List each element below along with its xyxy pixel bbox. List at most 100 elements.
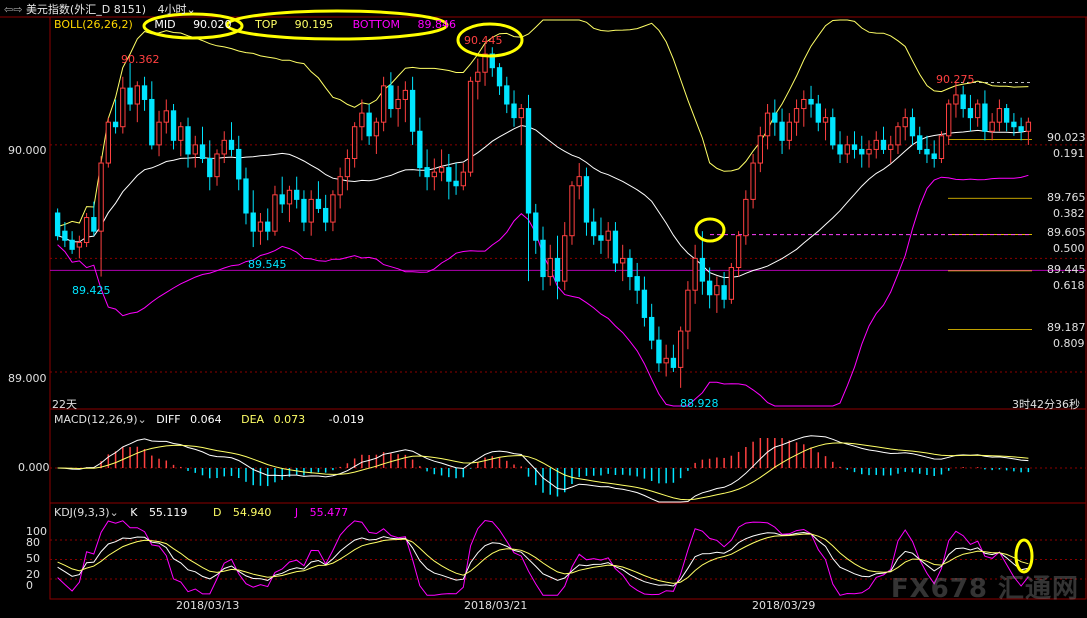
boll-header: BOLL(26,26,2) MID 90.020 TOP 90.195 BOTT… (54, 18, 456, 31)
candle-body (127, 87, 133, 105)
candle-body (706, 280, 713, 296)
candle-body (583, 176, 590, 223)
candle-body (605, 230, 611, 241)
candle-body (844, 144, 850, 155)
candle-body (677, 330, 684, 368)
candles[interactable] (54, 43, 1032, 388)
kdj-d-label: D (212, 506, 222, 519)
candle-body (757, 135, 764, 164)
low-label-1: 89.545 (248, 258, 287, 271)
boll-label[interactable]: BOLL(26,26,2) (54, 18, 133, 31)
candle-body (511, 103, 517, 119)
macd-chevron-icon[interactable]: ⌄ (137, 413, 147, 426)
candle-body (163, 110, 169, 123)
boll-mid-value: 90.020 (193, 18, 232, 31)
candle-body (315, 198, 322, 209)
kdj-tick-20: 20 (26, 568, 40, 581)
candle-body (967, 108, 974, 119)
candle-body (525, 108, 532, 214)
macd-label[interactable]: MACD(12,26,9) (54, 413, 138, 426)
macd-diff-label: DIFF (156, 413, 181, 426)
kdj-j-label: J (294, 506, 299, 519)
candle-body (851, 144, 858, 150)
candle-body (120, 87, 126, 128)
fib-price-0: 90.023 (1047, 131, 1086, 144)
candle-body (880, 139, 887, 150)
timeframe-selector[interactable]: 4小时⌄ (157, 3, 195, 16)
macd-diff-line (57, 435, 1029, 503)
macd-dea-line (57, 442, 1029, 501)
back-forward-icon[interactable]: ⇦⇨ (4, 3, 23, 16)
candle-body (467, 80, 474, 173)
candle-body (496, 67, 503, 87)
boll-bottom-line (57, 174, 1029, 407)
macd-value: -0.019 (328, 413, 365, 426)
macd-dea-label: DEA (241, 413, 265, 426)
watermark: FX678 汇通网 (890, 574, 1079, 604)
candle-body (924, 148, 930, 155)
candle-body (228, 139, 235, 150)
candle-body (54, 212, 61, 237)
candle-body (243, 178, 249, 214)
candle-body (663, 357, 669, 364)
candle-body (728, 266, 735, 300)
macd-panel (50, 435, 1086, 503)
date-label-2: 2018/03/21 (464, 599, 528, 612)
highlight-kdj (1014, 538, 1034, 574)
fib-ratio-4: 0.809 (1053, 337, 1085, 350)
candle-body (656, 339, 662, 364)
kdj-label[interactable]: KDJ(9,3,3) (54, 506, 110, 519)
candle-body (953, 94, 959, 105)
candle-body (141, 85, 148, 100)
candle-body (772, 112, 778, 123)
candle-body (670, 357, 677, 368)
candle-body (322, 207, 329, 223)
price-tick-89: 89.000 (8, 372, 47, 385)
timeframe-label: 4小时 (157, 3, 187, 16)
candle-body (344, 158, 351, 178)
candle-body (69, 239, 75, 250)
candle-body (272, 194, 278, 232)
candle-body (395, 98, 401, 110)
candle-body (974, 103, 981, 119)
candle-body (562, 235, 568, 282)
window-title-bar[interactable]: ⇦⇨ 美元指数(外汇_D 8151) 4小时⌄ (4, 1, 196, 17)
candle-body (569, 185, 575, 237)
fib-price-3: 89.445 (1047, 263, 1086, 276)
candle-body (214, 153, 220, 178)
chevron-down-icon: ⌄ (186, 3, 196, 16)
candle-body (931, 153, 937, 160)
kdj-chevron-icon[interactable]: ⌄ (109, 506, 119, 519)
fib-ratio-1: 0.382 (1053, 207, 1085, 220)
candle-body (591, 221, 597, 237)
chart-frames (0, 16, 1087, 600)
candle-body (902, 117, 908, 128)
macd-diff-value: 0.064 (190, 413, 222, 426)
high-label-1: 90.362 (121, 53, 160, 66)
candle-body (808, 98, 814, 105)
countdown-label: 3时42分36秒 (1012, 398, 1080, 411)
candle-body (438, 167, 445, 173)
kdj-k-value: 55.119 (148, 506, 188, 519)
candle-body (743, 198, 749, 237)
candle-body (265, 221, 271, 232)
kdj-j-line (57, 519, 1029, 596)
candle-body (156, 121, 162, 146)
boll-bottom-value: 89.846 (417, 18, 456, 31)
highlight-top-bottom (225, 9, 449, 41)
candle-body (779, 121, 785, 141)
candle-body (308, 198, 314, 223)
candle-body (938, 135, 945, 160)
boll-top-label: TOP (255, 18, 278, 31)
candle-body (460, 171, 466, 187)
candle-body (627, 257, 633, 278)
candle-body (105, 121, 112, 164)
candle-body (134, 85, 140, 105)
candle-body (946, 103, 952, 137)
kdj-tick-0: 0 (26, 579, 33, 592)
candle-body (294, 189, 300, 200)
candle-body (279, 194, 285, 205)
candle-body (764, 112, 771, 137)
